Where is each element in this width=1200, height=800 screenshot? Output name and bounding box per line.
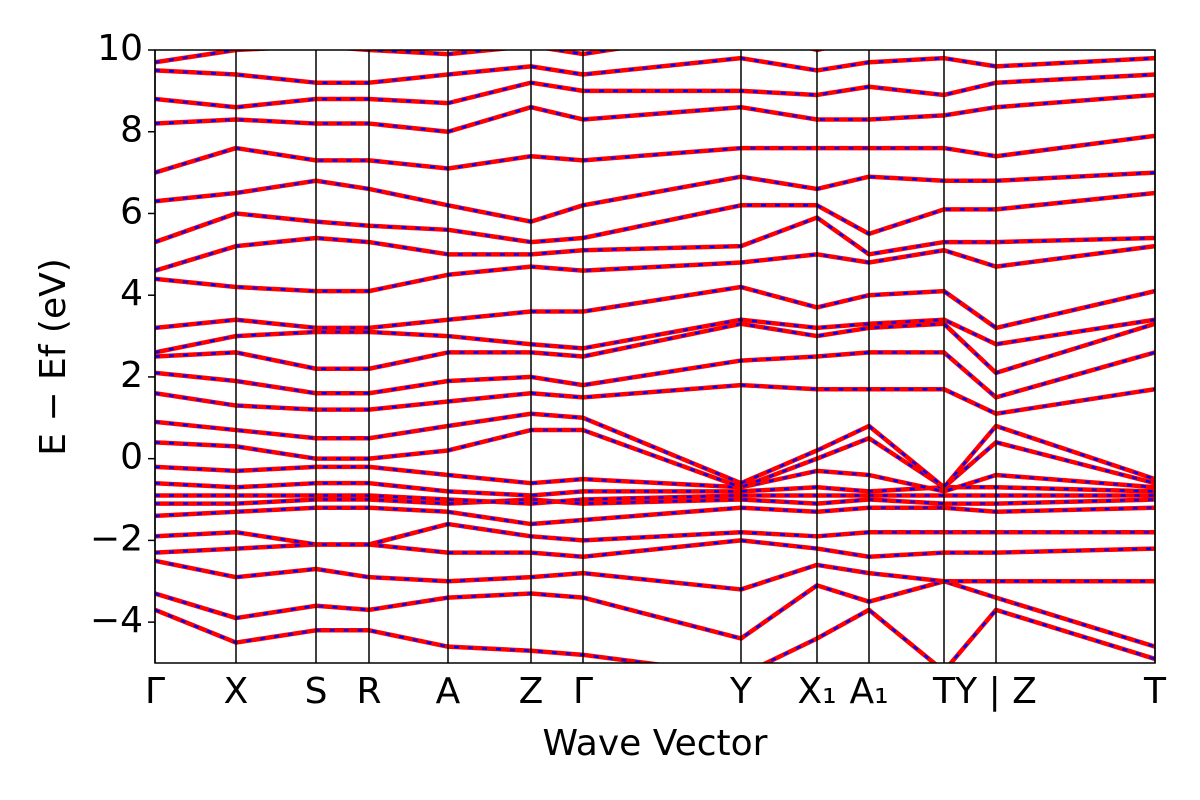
y-tick-label: 6 (120, 191, 143, 232)
band-line-dashed (155, 216, 1155, 272)
x-tick-label: Z (519, 671, 544, 712)
x-tick-label: T (1143, 671, 1167, 712)
x-tick-label: Y | Z (954, 671, 1037, 712)
x-tick-label: X (224, 671, 249, 712)
band-line (155, 607, 1155, 663)
band-line (155, 170, 1155, 224)
x-tick-label: R (356, 671, 381, 712)
band-line-dashed (155, 285, 1155, 330)
y-tick-label: 4 (120, 273, 143, 314)
x-tick-label: T (932, 671, 956, 712)
band-line (155, 505, 1155, 527)
x-tick-label: X₁ (797, 671, 836, 712)
y-tick-label: −2 (90, 518, 143, 559)
y-tick-label: −4 (90, 600, 143, 641)
band-line (155, 243, 1155, 294)
band-line-dashed (155, 608, 1155, 663)
band-line (155, 215, 1155, 273)
x-tick-label: Y (729, 671, 753, 712)
band-line-dashed (155, 56, 1155, 84)
y-tick-label: 0 (120, 437, 143, 478)
y-tick-label: 2 (120, 355, 143, 396)
band-line (155, 284, 1155, 331)
band-line (155, 55, 1155, 85)
x-axis-label: Wave Vector (543, 723, 768, 764)
y-axis-label: E − Ef (eV) (33, 258, 74, 456)
y-tick-label: 8 (120, 110, 143, 151)
x-tick-label: A₁ (849, 671, 888, 712)
band-line (155, 558, 1155, 592)
y-tick-label: 10 (97, 28, 143, 69)
x-tick-label: Γ (573, 671, 593, 712)
band-line-dashed (155, 50, 823, 64)
bands (155, 50, 1155, 663)
band-line-dashed (155, 559, 1155, 591)
band-line (155, 497, 1155, 506)
x-tick-label: S (305, 671, 328, 712)
band-line (155, 190, 1155, 245)
band-line-dashed (155, 134, 1155, 174)
x-tick-label: A (436, 671, 461, 712)
plot-frame (154, 49, 1156, 664)
band-line (155, 521, 1155, 547)
band-line (155, 50, 827, 65)
band-line-dashed (155, 191, 1155, 244)
x-tick-label: Γ (145, 671, 165, 712)
